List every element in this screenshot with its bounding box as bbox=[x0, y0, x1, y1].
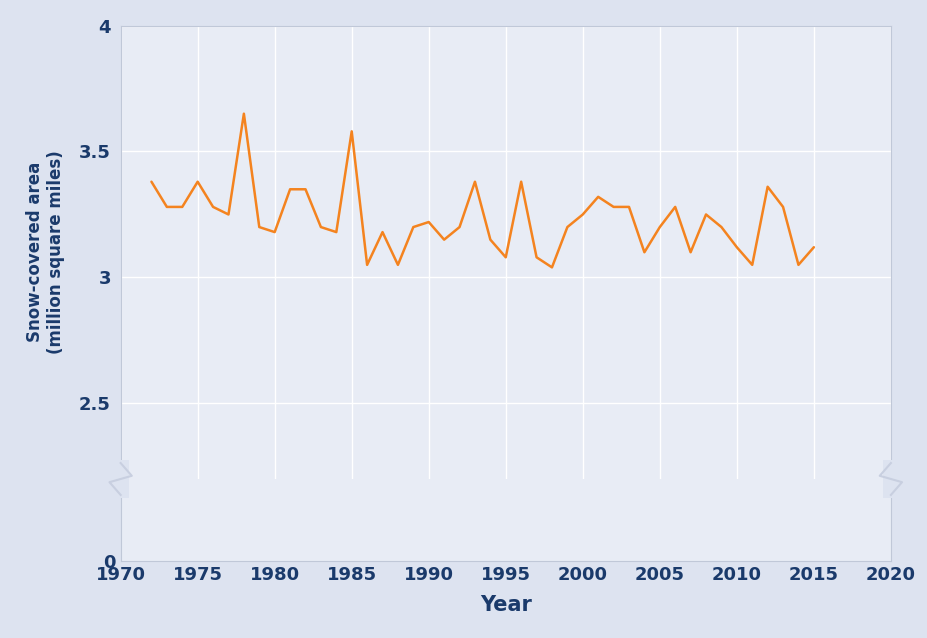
Y-axis label: Snow-covered area
(million square miles): Snow-covered area (million square miles) bbox=[26, 151, 65, 354]
X-axis label: Year: Year bbox=[479, 595, 531, 616]
